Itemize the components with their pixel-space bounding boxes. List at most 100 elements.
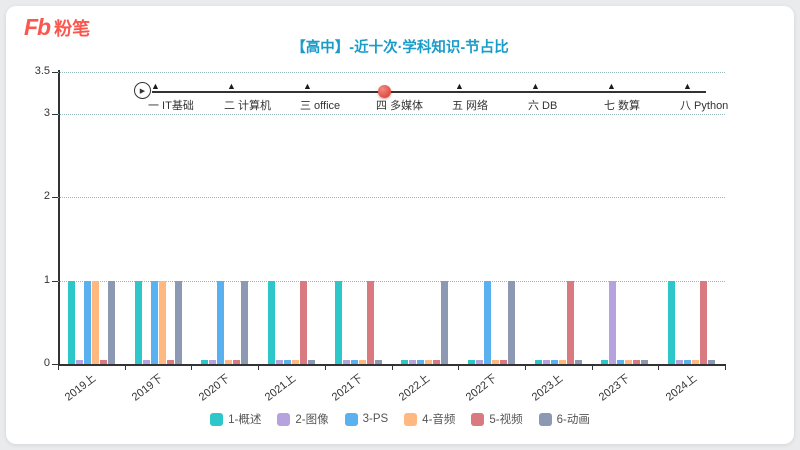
timeline-step-marker-icon[interactable]: ▲ <box>151 81 160 91</box>
bar-6-动画 <box>107 280 115 364</box>
timeline-step-label[interactable]: 六 DB <box>528 100 558 112</box>
bar-4-音频 <box>358 359 366 364</box>
bar-5-视频 <box>433 359 441 364</box>
timeline-step-label[interactable]: 七 数算 <box>604 100 641 112</box>
x-axis-tick <box>524 365 526 370</box>
bar-5-视频 <box>233 359 241 364</box>
x-axis-line <box>58 364 726 366</box>
gridline <box>58 72 725 73</box>
timeline-step-marker-icon[interactable]: ▲ <box>303 81 312 91</box>
gridline <box>58 113 725 115</box>
timeline-step-marker-icon[interactable]: ▲ <box>683 81 692 91</box>
bar-group <box>325 72 392 364</box>
legend-item[interactable]: 3-PS <box>344 412 388 426</box>
bar-3-PS <box>283 359 291 364</box>
bar-3-PS <box>484 280 492 364</box>
bar-4-音频 <box>625 359 633 364</box>
bar-5-视频 <box>99 359 107 364</box>
bar-4-音频 <box>558 359 566 364</box>
bar-6-动画 <box>508 280 516 364</box>
legend-item[interactable]: 2-图像 <box>277 411 329 427</box>
logo: Fb 粉笔 <box>24 14 90 41</box>
timeline-step-label[interactable]: 四 多媒体 <box>376 100 424 112</box>
legend-label: 6-动画 <box>556 414 590 426</box>
bar-group <box>125 72 192 364</box>
timeline-step-label[interactable]: 五 网络 <box>452 100 489 112</box>
y-axis-line <box>58 70 60 364</box>
bar-4-音频 <box>692 359 700 364</box>
timeline-step-label[interactable]: 一 IT基础 <box>148 100 194 112</box>
legend-label: 5-视频 <box>489 414 523 426</box>
x-axis-tick <box>391 365 393 370</box>
x-axis-tick <box>658 365 660 370</box>
bar-6-动画 <box>174 280 182 364</box>
y-axis-tick <box>52 72 58 73</box>
legend-item[interactable]: 5-视频 <box>471 411 523 427</box>
timeline-step-marker-icon[interactable]: ▲ <box>455 81 464 91</box>
timeline-step-label[interactable]: 八 Python <box>680 100 729 112</box>
bar-2-图像 <box>142 359 150 364</box>
bar-2-图像 <box>542 359 550 364</box>
bar-4-音频 <box>291 359 299 364</box>
timeline-current-dot[interactable] <box>377 85 391 98</box>
bar-2-图像 <box>209 359 217 364</box>
bar-1-概述 <box>401 359 409 364</box>
bar-5-视频 <box>500 359 508 364</box>
bar-3-PS <box>83 280 91 364</box>
legend-label: 1-概述 <box>228 414 262 426</box>
y-axis-tick <box>52 280 58 282</box>
x-axis-tick <box>725 365 726 370</box>
timeline-line <box>152 91 706 93</box>
bar-5-视频 <box>366 280 374 364</box>
bar-group <box>658 72 725 364</box>
timeline-step-marker-icon[interactable]: ▲ <box>531 81 540 91</box>
x-axis-tick <box>458 365 460 370</box>
timeline-step-label[interactable]: 三 office <box>300 100 341 112</box>
bar-2-图像 <box>275 359 283 364</box>
y-axis-label: 2 <box>43 190 50 203</box>
legend-swatch <box>538 412 552 426</box>
y-axis-label: 0 <box>43 357 50 369</box>
bar-6-动画 <box>374 359 382 364</box>
legend-item[interactable]: 4-音频 <box>404 411 455 427</box>
y-axis-tick <box>52 113 58 115</box>
bar-group <box>258 72 325 364</box>
bar-5-视频 <box>700 280 708 364</box>
play-icon[interactable]: ▶ <box>134 82 151 99</box>
bar-4-音频 <box>158 280 166 364</box>
legend-item[interactable]: 1-概述 <box>210 411 261 427</box>
y-axis-label: 3 <box>43 106 50 119</box>
gridline <box>58 197 725 199</box>
bar-6-动画 <box>641 359 649 364</box>
x-axis-tick <box>324 365 326 370</box>
x-axis-tick <box>191 365 193 370</box>
bar-5-视频 <box>633 359 641 364</box>
bar-4-音频 <box>425 359 433 364</box>
legend-item[interactable]: 6-动画 <box>538 411 590 427</box>
timeline-step-marker-icon[interactable]: ▲ <box>227 81 236 91</box>
timeline-step-label[interactable]: 二 计算机 <box>224 100 272 112</box>
bar-group <box>525 72 592 364</box>
bar-1-概述 <box>334 280 342 364</box>
bar-group <box>191 72 258 364</box>
gridline <box>58 280 725 282</box>
legend-label: 4-音频 <box>422 414 456 426</box>
y-axis-tick <box>52 364 58 365</box>
timeline-step-marker-icon[interactable]: ▲ <box>607 81 616 91</box>
x-axis-tick <box>591 365 593 370</box>
bar-2-图像 <box>609 280 617 364</box>
bar-1-概述 <box>601 359 609 364</box>
y-axis-label: 3.5 <box>34 65 50 77</box>
x-axis-tick <box>258 365 260 370</box>
legend-swatch <box>277 412 291 426</box>
bar-3-PS <box>217 280 225 364</box>
bar-4-音频 <box>91 280 99 364</box>
bar-2-图像 <box>409 359 417 364</box>
x-axis-tick <box>58 365 59 370</box>
bar-5-视频 <box>166 359 174 364</box>
bar-1-概述 <box>267 280 275 364</box>
bar-1-概述 <box>534 359 542 364</box>
legend-swatch <box>471 412 485 426</box>
bar-4-音频 <box>225 359 233 364</box>
bar-3-PS <box>350 359 358 364</box>
